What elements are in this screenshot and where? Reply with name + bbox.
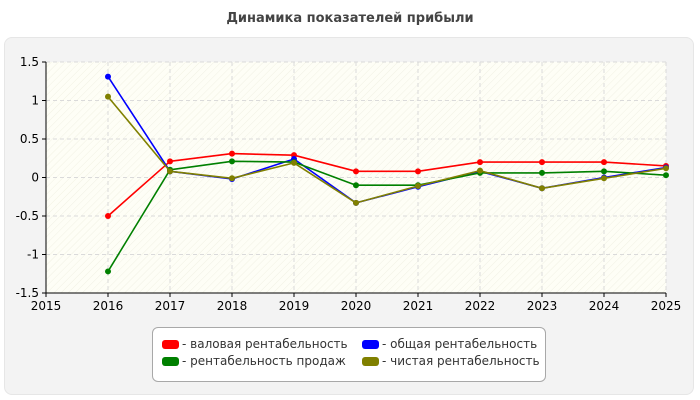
x-tick-label: 2015 [31, 299, 62, 313]
y-tick-label: 0 [31, 171, 39, 185]
data-point [105, 73, 111, 80]
data-point [415, 168, 421, 175]
series-line-0 [107, 152, 667, 217]
legend-swatch [362, 339, 379, 349]
data-point [229, 150, 235, 157]
legend-label: - общая рентабельность [382, 337, 538, 351]
legend-item-overall-profitability: - общая рентабельность [362, 337, 537, 351]
legend-item-gross-profitability: - валовая рентабельность [162, 337, 348, 351]
data-point [415, 182, 421, 189]
legend-item-net-profitability: - чистая рентабельность [362, 354, 540, 368]
legend-swatch [162, 356, 179, 366]
series-group [105, 73, 669, 275]
x-tick-label: 2025 [651, 299, 682, 313]
data-point [105, 268, 111, 275]
data-point [663, 172, 669, 179]
data-point [229, 158, 235, 165]
series-line-2 [107, 160, 667, 272]
data-point [167, 168, 173, 175]
data-point [539, 159, 545, 166]
legend-swatch [162, 339, 179, 349]
data-point [353, 199, 359, 206]
y-tick-label: -1.5 [16, 286, 39, 300]
y-tick-label: 1.5 [20, 55, 39, 69]
x-tick-label: 2021 [403, 299, 434, 313]
data-point [353, 168, 359, 175]
data-point [167, 158, 173, 165]
legend-label: - чистая рентабельность [382, 354, 540, 368]
data-point [105, 93, 111, 100]
legend-item-sales-profitability: - рентабельность продаж [162, 354, 346, 368]
y-tick-label: 0.5 [20, 132, 39, 146]
data-point [539, 185, 545, 192]
x-tick-label: 2023 [527, 299, 558, 313]
x-tick-label: 2022 [465, 299, 496, 313]
legend-label: - рентабельность продаж [182, 354, 346, 368]
legend-swatch [362, 356, 379, 366]
data-point [663, 165, 669, 172]
data-point [477, 167, 483, 174]
axes: 2015 2016 2017 2018 2019 2020 2021 2022 2023 2024… [16, 55, 682, 313]
x-tick-label: 2019 [279, 299, 310, 313]
y-tick-label: -0.5 [16, 209, 39, 223]
legend-label: - валовая рентабельность [182, 337, 348, 351]
data-point [601, 159, 607, 166]
data-point [601, 168, 607, 175]
x-tick-label: 2016 [93, 299, 124, 313]
chart-title: Динамика показателей прибыли [226, 11, 474, 26]
data-point [229, 175, 235, 182]
x-tick-label: 2024 [589, 299, 620, 313]
data-point [353, 182, 359, 189]
x-tick-label: 2018 [217, 299, 248, 313]
legend: - валовая рентабельность - общая рентабе… [152, 327, 546, 382]
data-point [105, 213, 111, 219]
data-point [477, 159, 483, 166]
data-point [291, 159, 297, 166]
x-tick-label: 2020 [341, 299, 372, 313]
data-point [539, 169, 545, 176]
y-tick-label: 1 [31, 94, 39, 108]
y-tick-label: -1 [27, 248, 39, 262]
x-tick-label: 2017 [155, 299, 186, 313]
data-point [601, 175, 607, 182]
series-line-3 [107, 96, 667, 204]
